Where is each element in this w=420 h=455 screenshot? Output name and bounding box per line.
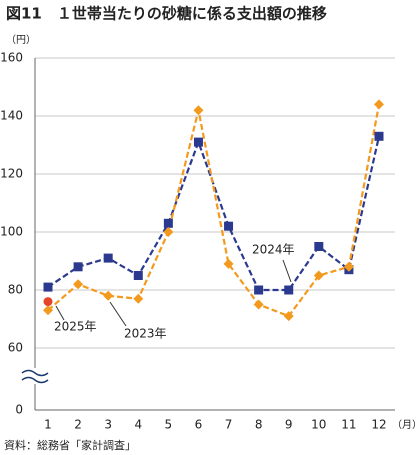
x-tick-label: 12: [371, 418, 386, 432]
marker: [193, 137, 203, 147]
marker: [73, 279, 84, 290]
marker: [223, 258, 234, 269]
x-tick-label: 6: [195, 418, 203, 432]
x-tick-label: 3: [104, 418, 112, 432]
y-tick-label: 60: [8, 341, 23, 355]
marker: [253, 299, 264, 310]
y-tick-label: 0: [15, 403, 23, 417]
marker: [224, 221, 234, 231]
marker: [283, 311, 294, 322]
leader-line: [55, 305, 65, 321]
marker: [374, 99, 384, 110]
marker: [73, 262, 83, 272]
marker: [103, 290, 114, 301]
marker: [163, 218, 173, 228]
marker: [284, 285, 294, 295]
axis-break-mask: [22, 368, 48, 384]
axis-break: [21, 369, 49, 384]
x-tick-label: 11: [341, 418, 356, 432]
x-tick-label: 9: [285, 418, 293, 432]
series-label: 2023年: [124, 327, 167, 341]
x-tick-label: 2: [74, 418, 82, 432]
marker: [43, 305, 53, 316]
series-label: 2024年: [252, 243, 295, 257]
y-axis-label: （円）: [6, 34, 36, 46]
marker: [193, 105, 204, 116]
marker: [103, 253, 113, 263]
x-tick-label: 5: [165, 418, 173, 432]
leader-line: [282, 259, 292, 283]
marker: [133, 271, 143, 280]
marker: [133, 293, 144, 304]
plot-area: [35, 57, 395, 349]
x-tick-label: 10: [311, 418, 326, 432]
y-tick-label: 120: [0, 167, 23, 181]
marker: [314, 242, 324, 251]
y-tick-label: 160: [0, 51, 23, 65]
marker: [374, 131, 384, 141]
x-tick-label: 7: [225, 418, 233, 432]
series-label: 2025年: [54, 320, 97, 334]
y-tick-label: 100: [0, 225, 23, 239]
marker: [313, 270, 324, 281]
marker: [43, 297, 53, 307]
source: 資料：総務省「家計調査」: [4, 438, 136, 452]
x-axis-label: （月）: [392, 419, 420, 431]
y-tick-label: 140: [0, 109, 23, 123]
y-tick-label: 80: [8, 283, 23, 297]
x-tick-label: 4: [134, 418, 142, 432]
x-tick-label: 8: [255, 418, 263, 432]
x-tick-label: 1: [44, 418, 52, 432]
marker: [43, 282, 53, 292]
leader-line: [109, 301, 127, 327]
chart-title: 図11 １世帯当たりの砂糖に係る支出額の推移: [6, 5, 327, 23]
series-line: [47, 104, 381, 318]
marker: [254, 285, 264, 295]
marker: [163, 227, 174, 237]
series-line: [47, 136, 381, 292]
marker: [343, 261, 354, 272]
